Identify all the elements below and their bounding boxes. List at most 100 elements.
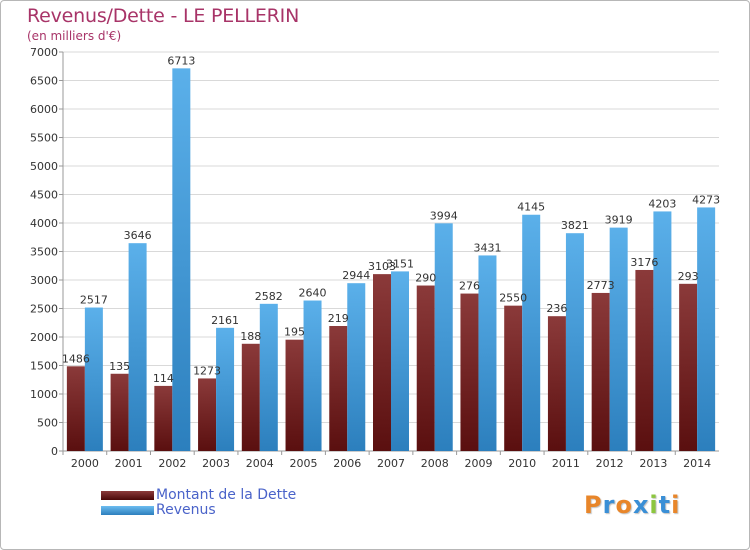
bar-revenus [347, 283, 366, 451]
x-tick-label: 2011 [552, 457, 580, 470]
value-label: 1486 [62, 352, 90, 365]
y-tick-label: 5500 [30, 132, 58, 145]
legend-label-revenus: Revenus [156, 502, 216, 518]
value-label: 4273 [692, 193, 720, 206]
y-tick-label: 4000 [30, 217, 58, 230]
value-label: 293 [678, 270, 699, 283]
value-label: 3151 [386, 257, 414, 270]
logo-letter: t [658, 491, 672, 519]
value-label: 3821 [561, 219, 589, 232]
value-label: 3103 [368, 260, 396, 273]
value-label: 3919 [605, 214, 633, 227]
bar-revenus [259, 303, 278, 451]
bar-revenus [478, 255, 497, 451]
bar-dette [110, 373, 129, 451]
y-tick-label: 4500 [30, 189, 58, 202]
y-tick-label: 6500 [30, 75, 58, 88]
value-label: 2161 [211, 314, 239, 327]
logo-letter: i [649, 491, 659, 519]
x-tick-label: 2002 [158, 457, 186, 470]
value-label: 236 [546, 302, 567, 315]
x-tick-label: 2005 [290, 457, 318, 470]
value-label: 2582 [255, 290, 283, 303]
x-tick-label: 2003 [202, 457, 230, 470]
x-tick-label: 2009 [464, 457, 492, 470]
y-tick-label: 3500 [30, 246, 58, 259]
value-label: 290 [415, 272, 436, 285]
logo-letter: i [671, 491, 681, 519]
x-tick-label: 2000 [71, 457, 99, 470]
proxiti-logo: Proxiti [584, 491, 680, 519]
y-tick-label: 1500 [30, 360, 58, 373]
value-label: 114 [153, 372, 174, 385]
y-tick-label: 0 [51, 445, 58, 458]
bar-revenus [84, 307, 103, 451]
x-tick-label: 2007 [377, 457, 405, 470]
x-axis: 2000 2001 2002 2003 2004 2005 2006 2007 2008 2009… [62, 451, 711, 470]
bar-dette [635, 269, 654, 451]
value-label: 3176 [630, 256, 658, 269]
value-label: 219 [328, 312, 349, 325]
legend-swatch-dette [101, 491, 154, 500]
chart-subtitle: (en milliers d'€) [27, 29, 122, 43]
x-tick-label: 2014 [683, 457, 711, 470]
value-label: 195 [284, 326, 305, 339]
y-tick-label: 3000 [30, 274, 58, 287]
bar-dette [66, 366, 85, 451]
bar-dette [241, 343, 260, 451]
bar-dette [329, 325, 348, 451]
bar-revenus [391, 271, 409, 451]
bar-dette [198, 378, 217, 451]
value-label: 188 [240, 330, 261, 343]
value-label: 2640 [299, 287, 327, 300]
bar-revenus [653, 211, 672, 451]
y-tick-label: 2500 [30, 303, 58, 316]
value-label: 3431 [473, 241, 501, 254]
y-tick-label: 1000 [30, 388, 58, 401]
logo-letter: r [602, 491, 616, 519]
bar-revenus [303, 300, 322, 451]
x-tick-label: 2008 [421, 457, 449, 470]
value-label: 1273 [193, 364, 221, 377]
bar-revenus [128, 243, 147, 451]
bar-revenus [216, 327, 235, 451]
bar-dette [547, 316, 566, 451]
value-label: 135 [109, 360, 130, 373]
y-tick-label: 6000 [30, 103, 58, 116]
value-label: 6713 [167, 54, 195, 67]
x-tick-label: 2006 [333, 457, 361, 470]
x-tick-label: 2012 [596, 457, 624, 470]
logo-letter: P [584, 491, 603, 519]
chart-title: Revenus/Dette - LE PELLERIN [27, 5, 300, 27]
y-tick-label: 500 [37, 417, 58, 430]
bar-revenus [609, 227, 628, 451]
logo-letter: o [615, 491, 633, 519]
value-label: 4203 [648, 197, 676, 210]
legend-swatch-revenus [101, 506, 154, 515]
value-label: 2773 [587, 279, 615, 292]
bar-revenus [172, 68, 191, 451]
value-label: 4145 [517, 201, 545, 214]
x-tick-label: 2001 [115, 457, 143, 470]
x-tick-label: 2013 [639, 457, 667, 470]
value-label: 2550 [499, 292, 527, 305]
value-label: 276 [459, 280, 480, 293]
bar-dette [285, 339, 304, 451]
bar-revenus [565, 233, 584, 451]
bar-dette [591, 292, 610, 451]
x-tick-label: 2010 [508, 457, 536, 470]
bar-dette [460, 293, 479, 451]
bar-revenus [697, 207, 716, 451]
bar-dette [504, 305, 523, 451]
bar-dette [679, 283, 698, 451]
bar-revenus [522, 214, 541, 451]
value-label: 2944 [342, 269, 370, 282]
x-tick-label: 2004 [246, 457, 274, 470]
value-label: 3646 [124, 229, 152, 242]
value-label: 3994 [430, 209, 458, 222]
legend-label-dette: Montant de la Dette [156, 487, 297, 503]
logo-letter: x [632, 491, 650, 519]
